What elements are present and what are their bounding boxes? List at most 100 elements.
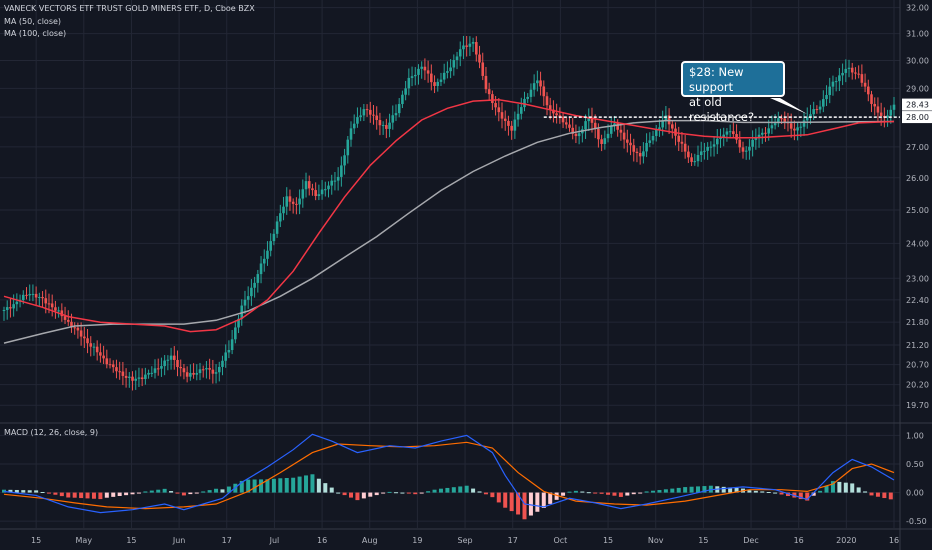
candle-body <box>879 112 883 116</box>
candle-body <box>619 129 623 133</box>
candle-body <box>54 307 57 311</box>
candle-body <box>201 369 205 371</box>
candle-body <box>28 294 32 296</box>
macd-bar <box>477 491 482 493</box>
candle-body <box>34 293 38 298</box>
candle-body <box>642 151 645 157</box>
macd-bar <box>670 488 675 493</box>
candle-body <box>256 274 260 283</box>
macd-bar <box>226 486 231 493</box>
candle-body <box>822 99 825 107</box>
macd-bar <box>181 492 186 496</box>
candle-body <box>340 165 343 177</box>
price-tick-label: 29.00 <box>906 84 929 93</box>
candle-body <box>259 263 263 275</box>
candle-body <box>83 336 86 339</box>
candle-body <box>131 376 134 381</box>
candle-body <box>777 118 780 124</box>
candle-body <box>140 377 144 380</box>
support-label: 28.00 <box>906 113 929 122</box>
time-tick-label: 15 <box>603 536 613 545</box>
macd-bar <box>156 489 161 493</box>
candle-body <box>356 117 359 124</box>
macd-bar <box>381 492 386 494</box>
candle-body <box>857 73 860 75</box>
macd-bar <box>696 486 701 493</box>
ma100-line <box>3 119 895 344</box>
candle-body <box>323 189 327 191</box>
candle-body <box>417 68 420 75</box>
candle-body <box>391 115 395 123</box>
macd-bar <box>2 489 6 493</box>
candle-body <box>330 180 334 186</box>
candle-body <box>160 366 163 369</box>
candle-body <box>458 49 462 57</box>
candle-body <box>346 139 350 156</box>
macd-bar <box>304 475 309 493</box>
support-annotation: $28: New support at old resistance? <box>681 61 785 124</box>
candle-body <box>475 42 478 55</box>
time-tick-label: 15 <box>698 536 708 545</box>
candle-body <box>372 114 375 116</box>
macd-bar <box>548 492 553 504</box>
time-tick-label: 16 <box>317 536 327 545</box>
candle-body <box>719 137 722 139</box>
macd-bar <box>265 479 270 493</box>
macd-bar <box>438 488 443 493</box>
candle-body <box>66 319 70 322</box>
candle-body <box>50 303 54 308</box>
candle-body <box>706 146 709 151</box>
candle-body <box>9 307 12 309</box>
macd-bar <box>760 491 765 493</box>
candle-body <box>423 66 427 71</box>
candle-body <box>462 45 465 50</box>
candle-body <box>799 126 803 128</box>
candle-body <box>613 123 616 126</box>
candle-body <box>217 366 221 373</box>
candle-body <box>568 124 571 128</box>
macd-bar <box>657 490 662 493</box>
candle-body <box>275 221 279 234</box>
macd-bar <box>837 481 842 493</box>
candle-body <box>658 127 661 130</box>
macd-bar <box>252 479 257 493</box>
macd-bar <box>625 492 630 496</box>
candle-body <box>844 68 848 73</box>
candle-body <box>552 109 555 114</box>
candle-body <box>532 83 536 90</box>
candle-body <box>381 125 385 127</box>
candle-body <box>876 106 880 113</box>
candle-body <box>834 81 838 83</box>
candle-body <box>683 143 687 152</box>
macd-bar <box>66 492 71 498</box>
callout-pointer <box>770 98 808 115</box>
candle-body <box>439 79 443 82</box>
candle-body <box>449 67 452 72</box>
candle-body <box>805 117 809 121</box>
macd-bar <box>509 492 514 512</box>
macd-bar <box>53 492 58 495</box>
candle-body <box>404 88 407 95</box>
candle-body <box>886 115 889 118</box>
candle-body <box>397 104 401 114</box>
macd-bar <box>271 478 276 493</box>
macd-bar <box>651 490 656 493</box>
candle-body <box>317 194 321 197</box>
candle-body <box>282 206 285 214</box>
candle-body <box>166 359 170 361</box>
macd-bar <box>612 492 617 496</box>
macd-bar <box>175 492 180 494</box>
candle-body <box>571 127 575 134</box>
candle-body <box>648 140 652 143</box>
macd-bar <box>162 488 167 493</box>
candle-body <box>484 75 488 90</box>
candle-body <box>314 190 317 197</box>
macd-bar <box>747 490 752 493</box>
macd-bar <box>541 492 546 508</box>
candle-body <box>12 304 15 309</box>
macd-bar <box>27 490 32 493</box>
macd-bar <box>355 492 360 501</box>
time-tick-label: Jul <box>269 536 280 545</box>
candle-body <box>446 71 449 73</box>
